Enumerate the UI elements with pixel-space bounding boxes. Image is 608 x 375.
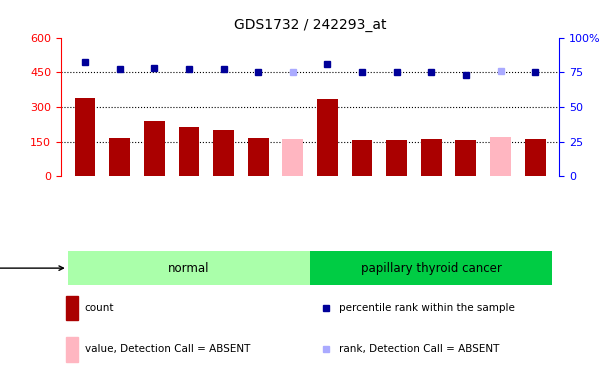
Bar — [421, 138, 441, 176]
Title: GDS1732 / 242293_at: GDS1732 / 242293_at — [234, 18, 386, 32]
Text: disease state: disease state — [0, 263, 63, 273]
Bar — [66, 337, 78, 362]
Bar — [282, 139, 303, 176]
Text: count: count — [85, 303, 114, 313]
Bar — [310, 251, 553, 285]
Bar — [317, 99, 338, 176]
Text: rank, Detection Call = ABSENT: rank, Detection Call = ABSENT — [339, 344, 499, 354]
Bar — [75, 98, 95, 176]
Bar — [386, 140, 407, 176]
Bar — [144, 121, 165, 176]
Bar — [490, 137, 511, 176]
Bar — [109, 138, 130, 176]
Text: value, Detection Call = ABSENT: value, Detection Call = ABSENT — [85, 344, 250, 354]
Text: normal: normal — [168, 262, 210, 274]
Text: papillary thyroid cancer: papillary thyroid cancer — [361, 262, 502, 274]
Bar — [213, 130, 234, 176]
Bar — [67, 251, 310, 285]
Bar — [455, 140, 476, 176]
Text: percentile rank within the sample: percentile rank within the sample — [339, 303, 515, 313]
Bar — [525, 139, 545, 176]
Bar — [179, 126, 199, 176]
Bar — [66, 296, 78, 321]
Bar — [247, 138, 269, 176]
Bar — [351, 140, 372, 176]
